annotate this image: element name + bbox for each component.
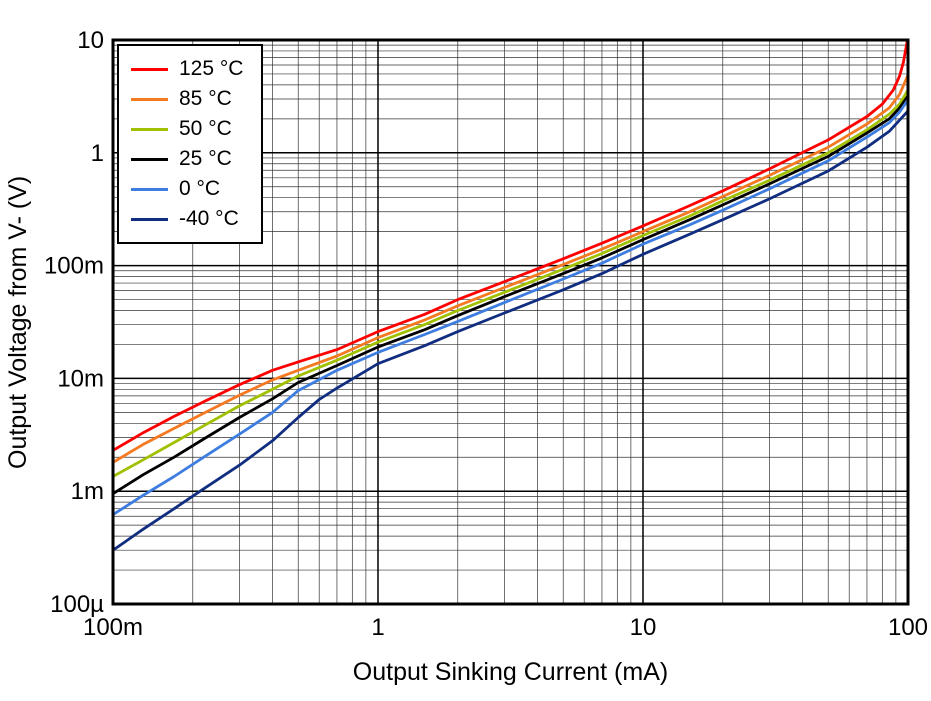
legend-label: -40 °C (179, 207, 239, 230)
series-line (113, 73, 908, 464)
tick-labels: 100m 1 10 100 100µ 1m 10m 100m 1 10 (44, 27, 928, 641)
y-tick-label: 100m (44, 253, 104, 280)
legend-line-swatch (131, 187, 168, 191)
y-tick-label: 10 (77, 27, 104, 54)
x-tick-label: 100m (83, 614, 143, 641)
plot-border (111, 38, 910, 606)
legend-label: 125 °C (179, 57, 244, 80)
legend-label: 0 °C (179, 177, 221, 200)
x-axis-title: Output Sinking Current (mA) (352, 658, 669, 686)
y-tick-label: 1m (71, 478, 104, 505)
series-line (113, 109, 908, 552)
series-line (113, 40, 908, 452)
legend-line-swatch (131, 127, 168, 131)
legend-line-swatch (131, 157, 168, 161)
legend-item: 50 °C (131, 114, 243, 144)
series-line (113, 88, 908, 478)
y-tick-label: 1 (91, 140, 104, 167)
y-axis-title: Output Voltage from V- (V) (4, 175, 32, 469)
legend-label: 85 °C (179, 87, 232, 110)
chart-legend: 125 °C 85 °C 50 °C 25 °C 0 °C -40 °C (117, 44, 264, 244)
x-tick-label: 100 (888, 614, 928, 641)
legend-item: 25 °C (131, 144, 243, 174)
legend-label: 25 °C (179, 147, 232, 170)
legend-item: 85 °C (131, 84, 243, 114)
x-tick-label: 1 (371, 614, 384, 641)
legend-label: 50 °C (179, 117, 232, 140)
legend-line-swatch (131, 97, 168, 101)
y-tick-label: 10m (57, 365, 104, 392)
legend-item: -40 °C (131, 204, 243, 234)
legend-line-swatch (131, 67, 168, 71)
series-line (113, 98, 908, 516)
legend-line-swatch (131, 217, 168, 221)
legend-item: 125 °C (131, 54, 243, 84)
legend-item: 0 °C (131, 174, 243, 204)
x-tick-label: 10 (630, 614, 657, 641)
y-tick-label: 100µ (50, 591, 104, 618)
series-group (113, 40, 908, 552)
series-line (113, 94, 908, 496)
